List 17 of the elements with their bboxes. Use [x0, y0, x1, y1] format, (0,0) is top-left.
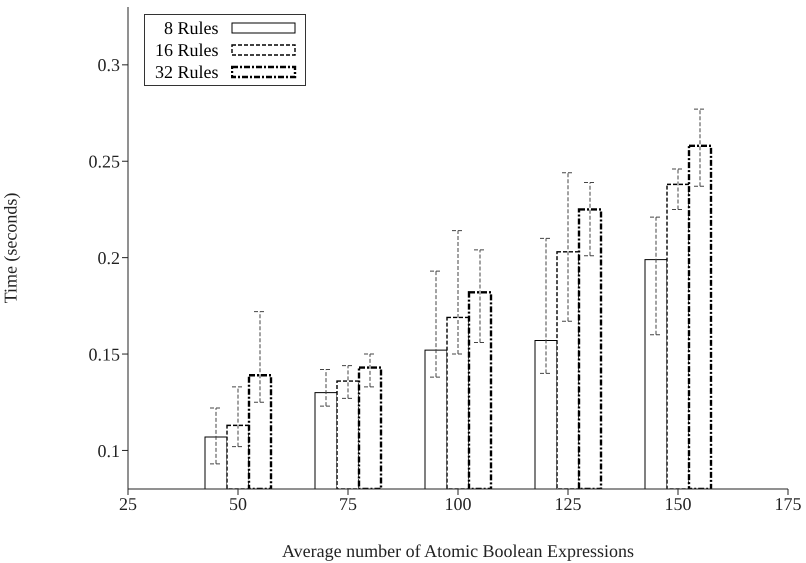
legend-label: 16 Rules [155, 39, 219, 61]
x-tick-label: 100 [444, 494, 472, 514]
x-tick-label: 150 [664, 494, 692, 514]
x-axis-title: Average number of Atomic Boolean Expressions [282, 541, 634, 561]
x-tick-label: 125 [554, 494, 582, 514]
x-tick-label: 175 [774, 494, 802, 514]
x-tick-label: 50 [229, 494, 247, 514]
y-tick-label: 0.1 [98, 440, 120, 461]
y-tick-label: 0.3 [98, 55, 120, 76]
legend-label: 8 Rules [164, 17, 219, 39]
y-axis-title: Time (seconds) [0, 192, 20, 304]
legend-label: 32 Rules [155, 61, 219, 83]
x-tick-label: 25 [119, 494, 137, 514]
y-tick-label: 0.2 [98, 248, 120, 268]
y-tick-label: 0.25 [88, 152, 120, 172]
x-tick-label: 75 [339, 494, 357, 514]
y-tick-label: 0.15 [88, 344, 120, 364]
